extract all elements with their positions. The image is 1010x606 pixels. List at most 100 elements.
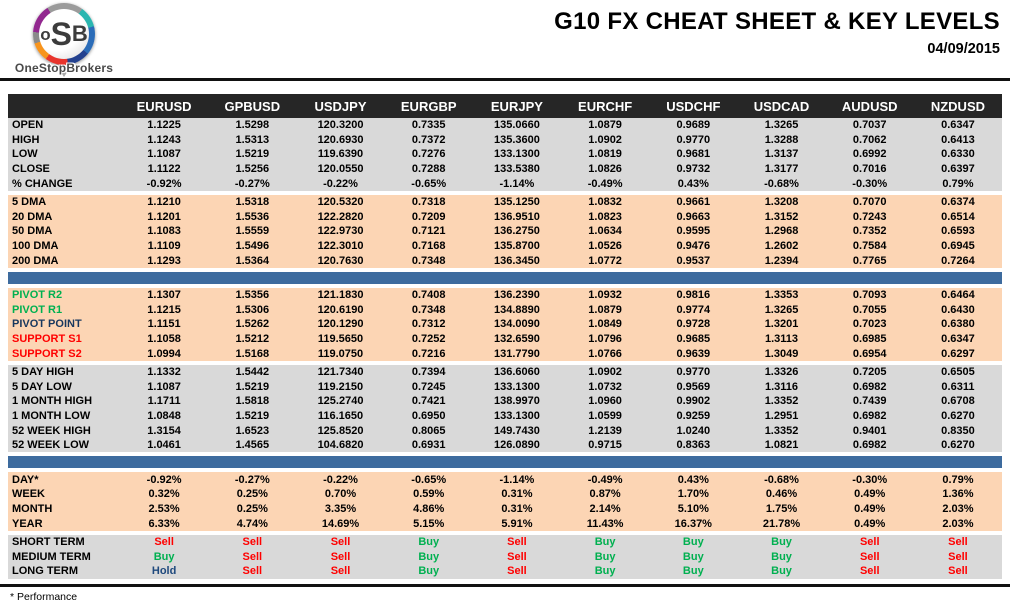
table-row: LONG TERM Hold Sell Sell Buy Sell Buy Buy Buy Sel… xyxy=(8,564,1002,579)
cell-value: -0.22% xyxy=(323,473,358,486)
cell-value: 1.4565 xyxy=(235,439,270,452)
cell-value: Sell xyxy=(330,536,351,549)
cell-value: Buy xyxy=(682,565,704,578)
cell-value: 1.0526 xyxy=(588,240,622,253)
cell-value: 121.1830 xyxy=(317,289,364,302)
row-label: 200 DMA xyxy=(12,254,59,267)
cell-value: 0.6985 xyxy=(852,333,887,346)
cell-value: 0.7168 xyxy=(411,240,446,253)
row-label: 50 DMA xyxy=(12,225,53,238)
row-label: 52 WEEK LOW xyxy=(12,439,90,452)
cell-value: 1.1083 xyxy=(147,225,181,238)
cell-value: 136.2390 xyxy=(493,289,540,302)
cell-value: 2.53% xyxy=(148,502,180,515)
cell-value: 0.49% xyxy=(854,488,886,501)
cell-value: 1.2968 xyxy=(764,225,799,238)
cell-value: 0.7335 xyxy=(411,119,446,132)
cell-value: 125.8520 xyxy=(317,424,364,437)
cell-value: Sell xyxy=(242,565,263,578)
cell-value: 0.9595 xyxy=(676,225,711,238)
cell-value: 1.5318 xyxy=(235,196,270,209)
cell-value: 14.69% xyxy=(321,517,360,530)
cell-value: 1.5212 xyxy=(235,333,270,346)
cell-value: 1.1215 xyxy=(147,303,181,316)
cell-value: 0.7037 xyxy=(852,119,887,132)
table-row: 1 MONTH HIGH 1.1711 1.5818 125.2740 0.7421 13… xyxy=(8,394,1002,409)
row-label: 52 WEEK HIGH xyxy=(12,424,91,437)
cell-value: 120.0550 xyxy=(317,163,364,176)
table-row: SHORT TERM Sell Sell Sell Buy Sell Buy Buy Buy Se… xyxy=(8,534,1002,550)
cell-value: -0.30% xyxy=(852,177,888,190)
cell-value: 1.3177 xyxy=(764,163,799,176)
cell-value: 0.7209 xyxy=(411,210,446,223)
table-row: SUPPORT S2 1.0994 1.5168 119.0750 0.7216 131.… xyxy=(8,346,1002,361)
cell-value: 1.3049 xyxy=(764,347,799,360)
cell-value: -1.14% xyxy=(499,473,535,486)
cell-value: 0.9401 xyxy=(852,424,887,437)
cell-value: 0.7243 xyxy=(852,210,887,223)
cell-value: 1.2602 xyxy=(764,240,799,253)
cell-value: 1.2394 xyxy=(764,254,799,267)
cell-value: 1.3116 xyxy=(765,380,799,393)
cell-value: 0.6347 xyxy=(941,119,975,132)
cell-value: 120.6190 xyxy=(317,303,364,316)
column-header: EURGBP xyxy=(400,98,457,114)
cell-value: 0.7765 xyxy=(852,254,887,267)
cell-value: 1.5256 xyxy=(235,163,270,176)
table-row: WEEK 0.32% 0.25% 0.70% 0.59% 0.31% 0.87% 1.70% 0… xyxy=(8,487,1002,502)
cell-value: 5.10% xyxy=(677,502,709,515)
cell-value: 0.7055 xyxy=(852,303,887,316)
row-label: PIVOT R2 xyxy=(12,289,63,302)
cell-value: Buy xyxy=(418,565,440,578)
table-row: HIGH 1.1243 1.5313 120.6930 0.7372 135.3600 1.… xyxy=(8,132,1002,148)
table-header-row: EURUSD GPBUSD USDJPY EURGBP EURJPY EURCHF USDC… xyxy=(8,94,1002,118)
cell-value: 0.6593 xyxy=(941,225,975,238)
cell-value: Buy xyxy=(682,536,704,549)
table-row: MEDIUM TERM Buy Sell Sell Buy Sell Buy Buy Buy Se… xyxy=(8,549,1002,565)
cell-value: 119.0750 xyxy=(317,347,364,360)
cell-value: 0.7093 xyxy=(852,289,887,302)
cell-value: 136.3450 xyxy=(493,254,540,267)
cell-value: 0.9569 xyxy=(676,380,711,393)
footnote: * Performance xyxy=(10,590,78,603)
cell-value: 0.49% xyxy=(854,502,886,515)
cell-value: 0.59% xyxy=(413,488,445,501)
cell-value: 21.78% xyxy=(762,517,801,530)
cell-value: 1.5219 xyxy=(235,148,270,161)
cell-value: 131.7790 xyxy=(493,347,540,360)
row-label: 100 DMA xyxy=(12,240,59,253)
cell-value: 0.7408 xyxy=(411,289,446,302)
cell-value: 0.7276 xyxy=(411,148,446,161)
cell-value: 0.49% xyxy=(854,517,886,530)
cell-value: 0.31% xyxy=(501,488,533,501)
cell-value: 0.79% xyxy=(942,473,974,486)
cell-value: -0.65% xyxy=(411,473,447,486)
table-row: OPEN 1.1225 1.5298 120.3200 0.7335 135.0660 1.… xyxy=(8,118,1002,133)
cell-value: -0.27% xyxy=(234,177,270,190)
section-ohlc: OPEN 1.1225 1.5298 120.3200 0.7335 135.0660 1.… xyxy=(8,118,1002,191)
table-row: 5 DMA 1.1210 1.5318 120.5320 0.7318 135.1250 1… xyxy=(8,194,1002,210)
cell-value: 0.7205 xyxy=(852,366,887,379)
row-label: MONTH xyxy=(12,502,53,515)
cell-value: 0.6347 xyxy=(941,333,975,346)
cell-value: 134.0090 xyxy=(493,318,540,331)
cell-value: 0.9259 xyxy=(676,409,711,422)
table-row: 5 DAY LOW 1.1087 1.5219 119.2150 0.7245 133.1… xyxy=(8,379,1002,395)
cell-value: 0.6950 xyxy=(411,409,446,422)
cell-value: 0.6430 xyxy=(941,303,975,316)
cell-value: 1.3352 xyxy=(764,424,799,437)
table-row: MONTH 2.53% 0.25% 3.35% 4.86% 0.31% 2.14% 5.10%… xyxy=(8,501,1002,517)
row-label: PIVOT R1 xyxy=(12,303,63,316)
cell-value: 1.5442 xyxy=(235,366,270,379)
cell-value: 3.35% xyxy=(324,502,357,515)
cell-value: 0.7394 xyxy=(411,366,446,379)
cell-value: Buy xyxy=(418,550,440,563)
cell-value: 1.0461 xyxy=(147,439,181,452)
cell-value: 1.0240 xyxy=(676,424,711,437)
cell-value: 138.9970 xyxy=(493,395,540,408)
cell-value: 0.9770 xyxy=(676,133,711,146)
cell-value: 1.0848 xyxy=(147,409,181,422)
table-row: 52 WEEK HIGH 1.3154 1.6523 125.8520 0.8065 14… xyxy=(8,423,1002,438)
cell-value: 6.33% xyxy=(148,517,180,530)
cell-value: 122.9730 xyxy=(317,225,364,238)
